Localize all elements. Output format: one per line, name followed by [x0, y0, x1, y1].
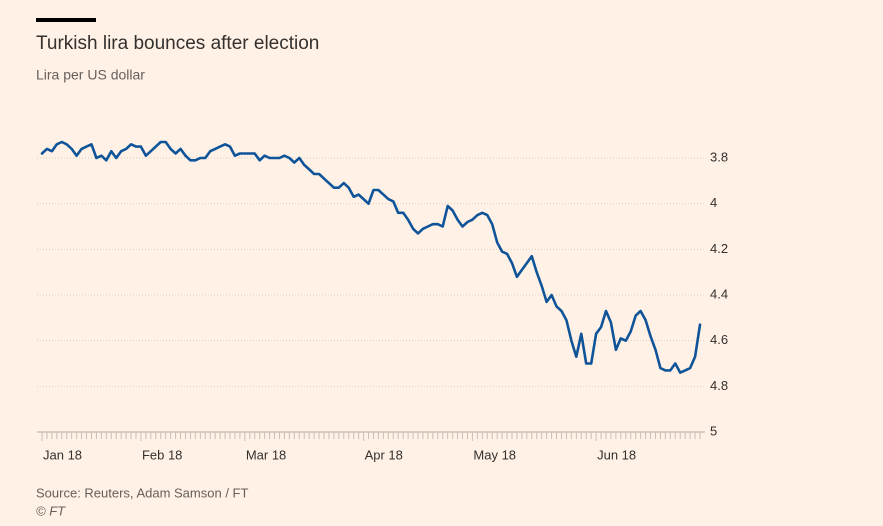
y-tick-label: 4.2	[710, 241, 728, 256]
y-tick-label: 4.6	[710, 332, 728, 347]
copyright: © FT	[36, 503, 66, 518]
data-line	[40, 140, 702, 374]
x-tick-label: Apr 18	[365, 447, 403, 462]
x-tick-label: May 18	[473, 447, 516, 462]
chart-subtitle: Lira per US dollar	[36, 67, 145, 83]
x-tick-label: Mar 18	[246, 447, 286, 462]
chart-title: Turkish lira bounces after election	[36, 33, 319, 54]
x-tick-label: Feb 18	[142, 447, 182, 462]
y-tick-label: 4.4	[710, 286, 728, 301]
y-tick-label: 3.8	[710, 149, 728, 164]
x-tick-label: Jan 18	[43, 447, 82, 462]
y-tick-label: 4	[710, 195, 717, 210]
title-bar	[36, 18, 96, 22]
y-tick-label: 5	[710, 423, 717, 438]
y-tick-label: 4.8	[710, 378, 728, 393]
x-tick-label: Jun 18	[597, 447, 636, 462]
source: Source: Reuters, Adam Samson / FT	[36, 485, 248, 500]
